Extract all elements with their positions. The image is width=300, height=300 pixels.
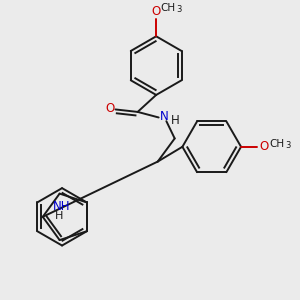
- Text: O: O: [105, 102, 115, 115]
- Text: CH: CH: [269, 139, 285, 149]
- Text: O: O: [152, 5, 161, 18]
- Text: N: N: [160, 110, 169, 123]
- Text: 3: 3: [176, 4, 182, 14]
- Text: H: H: [171, 114, 180, 127]
- Text: CH: CH: [161, 3, 176, 13]
- Text: 3: 3: [285, 141, 290, 150]
- Text: H: H: [55, 211, 63, 220]
- Text: O: O: [259, 140, 268, 153]
- Text: NH: NH: [52, 200, 70, 213]
